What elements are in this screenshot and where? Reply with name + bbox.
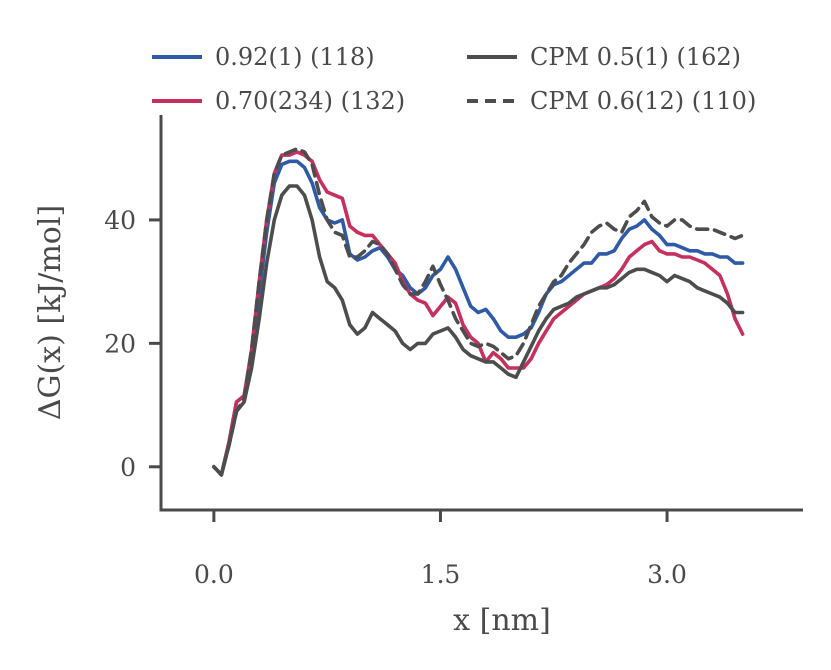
x-tick-label: 1.5 xyxy=(421,560,461,589)
series-line-1 xyxy=(212,159,745,477)
x-tick-label: 3.0 xyxy=(647,560,687,589)
series-line-3 xyxy=(212,184,745,477)
legend-label-3: CPM 0.5(1) (162) xyxy=(530,43,741,71)
y-axis-ticks: 0 20 40 xyxy=(104,206,161,482)
y-tick-label: 0 xyxy=(120,453,136,482)
legend-label-1: 0.92(1) (118) xyxy=(215,43,375,71)
axes: 0.0 1.5 3.0 0 20 40 x [nm] ΔG(x) [kJ/mol] xyxy=(33,115,803,638)
x-axis-ticks: 0.0 1.5 3.0 xyxy=(194,510,687,589)
series-line-2 xyxy=(212,150,745,477)
legend-label-2: 0.70(234) (132) xyxy=(215,87,405,115)
legend-label-4: CPM 0.6(12) (110) xyxy=(530,87,756,115)
series-line-4 xyxy=(212,147,745,477)
y-tick-label: 40 xyxy=(104,206,136,235)
x-tick-label: 0.0 xyxy=(194,560,234,589)
plot-area xyxy=(212,147,745,477)
y-axis-title: ΔG(x) [kJ/mol] xyxy=(33,205,68,420)
x-axis-title: x [nm] xyxy=(453,603,551,638)
legend: 0.92(1) (118) 0.70(234) (132) CPM 0.5(1) (… xyxy=(152,43,756,115)
y-tick-label: 20 xyxy=(104,329,136,358)
